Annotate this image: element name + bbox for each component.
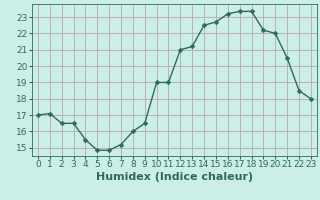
X-axis label: Humidex (Indice chaleur): Humidex (Indice chaleur) (96, 172, 253, 182)
